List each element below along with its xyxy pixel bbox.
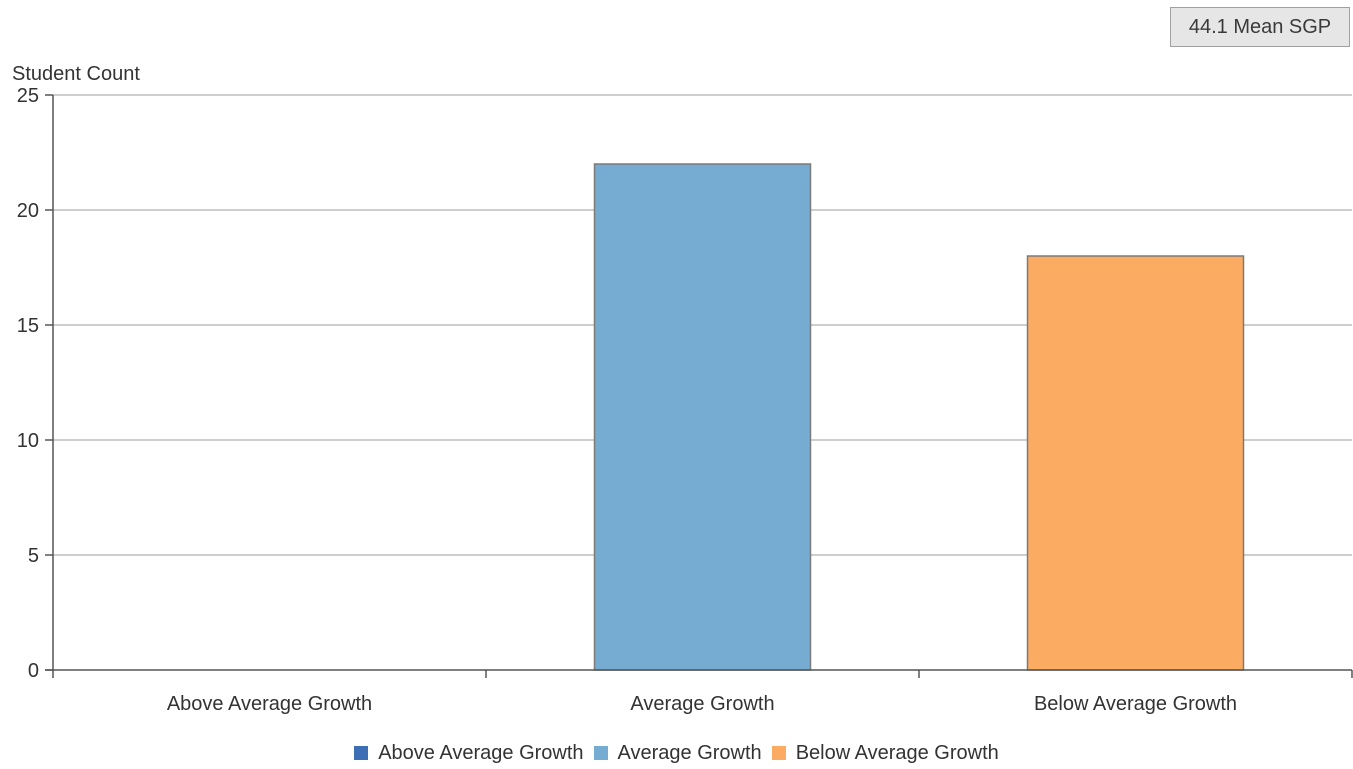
legend-swatch — [771, 746, 786, 760]
bar-below-average-growth — [1026, 255, 1245, 671]
legend-label: Average Growth — [617, 741, 762, 764]
y-tick-label: 0 — [28, 660, 39, 682]
legend: Above Average Growth Average Growth Below … — [0, 739, 1353, 767]
y-tick-labels: 0 5 10 15 20 25 — [17, 85, 39, 682]
x-tick-labels: Above Average Growth Average Growth Below … — [167, 693, 1237, 715]
legend-item[interactable]: Below Average Growth — [771, 741, 999, 765]
axes — [45, 94, 1353, 678]
y-axis-label: Student Count — [12, 63, 140, 85]
legend-swatch — [593, 746, 608, 760]
mean-sgp-badge: 44.1 Mean SGP — [1170, 7, 1350, 47]
bar-average-growth — [593, 163, 812, 671]
legend-label: Below Average Growth — [795, 741, 999, 764]
x-tick-label: Below Average Growth — [1034, 693, 1237, 715]
legend-swatch — [354, 746, 369, 760]
x-tick-label: Above Average Growth — [167, 693, 372, 715]
bars — [593, 163, 1245, 671]
legend-label: Above Average Growth — [378, 741, 584, 764]
legend-item[interactable]: Average Growth — [593, 741, 762, 765]
y-tick-label: 20 — [17, 200, 39, 222]
y-tick-label: 15 — [17, 315, 39, 337]
x-tick-label: Average Growth — [630, 693, 774, 715]
y-tick-label: 10 — [17, 430, 39, 452]
y-tick-label: 25 — [17, 85, 39, 107]
legend-item[interactable]: Above Average Growth — [354, 741, 584, 765]
y-tick-label: 5 — [28, 545, 39, 567]
